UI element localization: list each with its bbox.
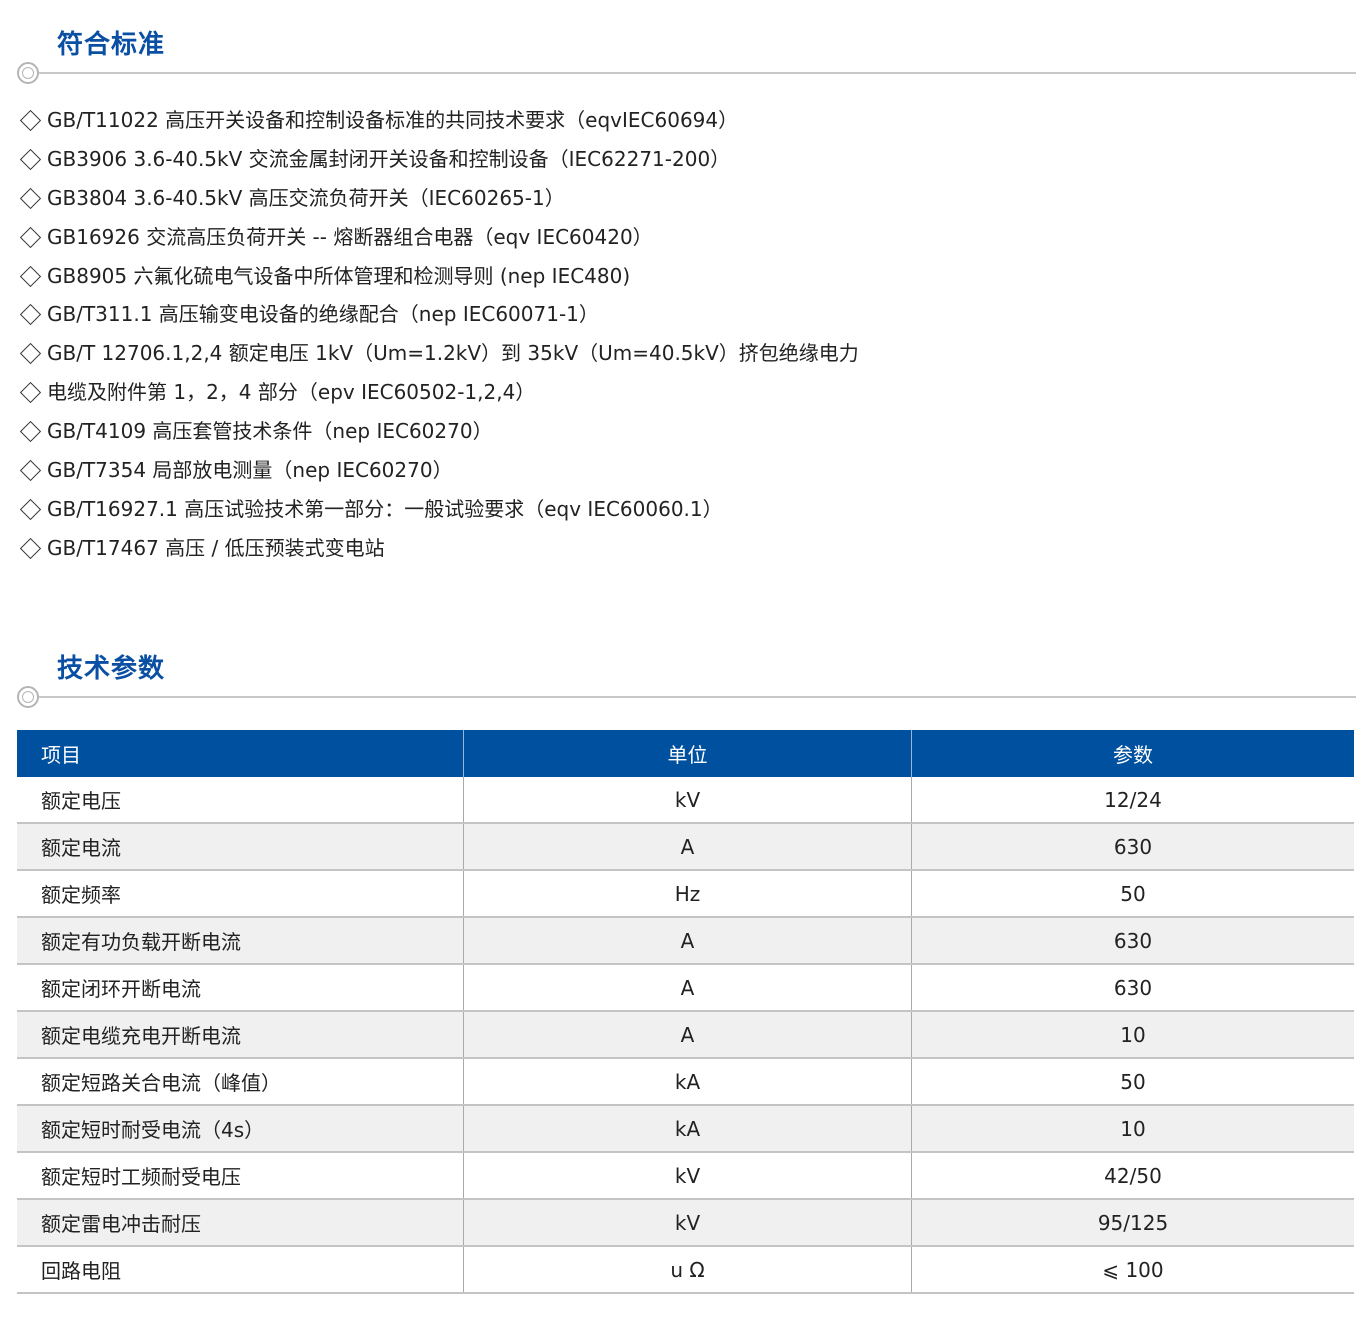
circle-bullet-icon (17, 686, 39, 708)
standard-text: GB3804 3.6-40.5kV 高压交流负荷开关（IEC60265-1） (47, 185, 565, 210)
param-name: 额定短路关合电流（峰值） (17, 1058, 464, 1106)
table-row: 额定频率 Hz 50 (17, 870, 1354, 918)
param-name: 额定短时工频耐受电压 (17, 1152, 464, 1200)
param-name: 回路电阻 (17, 1246, 464, 1294)
param-name: 额定有功负载开断电流 (17, 917, 464, 965)
standard-item: GB/T311.1 高压输变电设备的绝缘配合（nep IEC60071-1） (18, 298, 859, 337)
param-value: 10 (911, 1105, 1354, 1153)
param-value: 630 (911, 917, 1354, 965)
param-name: 额定闭环开断电流 (17, 964, 464, 1012)
table-row: 额定短时耐受电流（4s） kA 10 (17, 1105, 1354, 1153)
diamond-bullet-icon (19, 343, 42, 365)
standard-text: GB/T311.1 高压输变电设备的绝缘配合（nep IEC60071-1） (47, 302, 599, 327)
diamond-bullet-icon (19, 265, 42, 287)
standard-item: GB/T 12706.1,2,4 额定电压 1kV（Um=1.2kV）到 35k… (18, 337, 859, 376)
param-unit: Hz (463, 870, 912, 918)
diamond-bullet-icon (19, 109, 42, 132)
diamond-bullet-icon (19, 459, 42, 482)
section-title: 符合标准 (57, 30, 166, 60)
standards-section-header: 符合标准 (17, 24, 1356, 84)
param-name: 额定雷电冲击耐压 (17, 1199, 464, 1247)
param-unit: kV (463, 1152, 912, 1200)
standards-list: GB/T11022 高压开关设备和控制设备标准的共同技术要求（eqvIEC606… (18, 104, 859, 571)
section-title: 技术参数 (57, 654, 166, 684)
diamond-bullet-icon (19, 187, 42, 209)
standard-item: GB/T16927.1 高压试验技术第一部分：一般试验要求（eqv IEC600… (18, 493, 859, 532)
standard-item: GB/T17467 高压 / 低压预装式变电站 (18, 532, 859, 571)
param-unit: A (463, 1011, 912, 1059)
standard-item: GB/T7354 局部放电测量（nep IEC60270） (18, 454, 859, 493)
param-name: 额定电流 (17, 823, 464, 871)
param-unit: u Ω (463, 1246, 912, 1294)
table-row: 额定有功负载开断电流 A 630 (17, 917, 1354, 965)
diamond-bullet-icon (19, 537, 42, 559)
standard-item: 电缆及附件第 1，2，4 部分（epv IEC60502-1,2,4） (18, 376, 859, 415)
param-unit: kV (463, 1199, 912, 1247)
param-value: 630 (911, 964, 1354, 1012)
param-value: 50 (911, 870, 1354, 918)
standard-item: GB/T4109 高压套管技术条件（nep IEC60270） (18, 415, 859, 454)
standard-text: GB/T7354 局部放电测量（nep IEC60270） (47, 458, 453, 483)
param-unit: A (463, 964, 912, 1012)
divider (39, 696, 1356, 698)
standard-text: GB/T4109 高压套管技术条件（nep IEC60270） (47, 419, 493, 444)
standard-text: GB/T17467 高压 / 低压预装式变电站 (47, 535, 385, 560)
standard-item: GB3906 3.6-40.5kV 交流金属封闭开关设备和控制设备（IEC622… (18, 143, 859, 182)
diamond-bullet-icon (19, 382, 42, 404)
diamond-bullet-icon (19, 148, 42, 170)
standard-text: 电缆及附件第 1，2，4 部分（epv IEC60502-1,2,4） (47, 380, 536, 405)
table-row: 额定闭环开断电流 A 630 (17, 964, 1354, 1012)
standard-text: GB/T 12706.1,2,4 额定电压 1kV（Um=1.2kV）到 35k… (47, 341, 859, 366)
standard-text: GB8905 六氟化硫电气设备中所体管理和检测导则 (nep IEC480) (47, 263, 631, 288)
standard-item: GB16926 交流高压负荷开关 -- 熔断器组合电器（eqv IEC60420… (18, 221, 859, 260)
param-name: 额定电压 (17, 777, 464, 824)
param-value: 12/24 (911, 777, 1354, 824)
diamond-bullet-icon (19, 421, 42, 443)
standard-text: GB/T11022 高压开关设备和控制设备标准的共同技术要求（eqvIEC606… (47, 108, 739, 132)
column-header: 项目 (17, 730, 464, 777)
table-row: 额定短路关合电流（峰值） kA 50 (17, 1058, 1354, 1106)
standard-item: GB8905 六氟化硫电气设备中所体管理和检测导则 (nep IEC480) (18, 260, 859, 299)
divider (39, 72, 1356, 74)
param-name: 额定短时耐受电流（4s） (17, 1105, 464, 1153)
column-header: 单位 (463, 730, 912, 777)
param-value: 630 (911, 823, 1354, 871)
standard-item: GB3804 3.6-40.5kV 高压交流负荷开关（IEC60265-1） (18, 182, 859, 221)
param-value: 95/125 (911, 1199, 1354, 1247)
diamond-bullet-icon (19, 498, 42, 521)
param-unit: A (463, 823, 912, 871)
table-row: 额定雷电冲击耐压 kV 95/125 (17, 1199, 1354, 1247)
param-unit: A (463, 917, 912, 965)
param-name: 额定频率 (17, 870, 464, 918)
column-header: 参数 (911, 730, 1354, 777)
param-value: 10 (911, 1011, 1354, 1059)
standard-text: GB16926 交流高压负荷开关 -- 熔断器组合电器（eqv IEC60420… (47, 224, 653, 249)
params-table: 项目 单位 参数 额定电压 kV 12/24 额定电流 A 630 额定频率 Hz 50 额定有功… (17, 730, 1354, 1294)
circle-bullet-icon (17, 62, 39, 84)
param-unit: kA (463, 1058, 912, 1106)
table-row: 额定电压 kV 12/24 (17, 777, 1354, 824)
diamond-bullet-icon (19, 304, 42, 326)
param-value: 50 (911, 1058, 1354, 1106)
diamond-bullet-icon (19, 226, 42, 248)
standard-item: GB/T11022 高压开关设备和控制设备标准的共同技术要求（eqvIEC606… (18, 104, 859, 143)
standard-text: GB3906 3.6-40.5kV 交流金属封闭开关设备和控制设备（IEC622… (47, 146, 731, 171)
param-unit: kA (463, 1105, 912, 1153)
table-row: 回路电阻 u Ω ⩽ 100 (17, 1246, 1354, 1294)
params-section-header: 技术参数 (17, 648, 1356, 708)
table-row: 额定电缆充电开断电流 A 10 (17, 1011, 1354, 1059)
standard-text: GB/T16927.1 高压试验技术第一部分：一般试验要求（eqv IEC600… (47, 496, 723, 521)
table-row: 额定电流 A 630 (17, 823, 1354, 871)
param-value: ⩽ 100 (911, 1246, 1354, 1294)
param-name: 额定电缆充电开断电流 (17, 1011, 464, 1059)
table-row: 额定短时工频耐受电压 kV 42/50 (17, 1152, 1354, 1200)
param-value: 42/50 (911, 1152, 1354, 1200)
param-unit: kV (463, 777, 912, 824)
